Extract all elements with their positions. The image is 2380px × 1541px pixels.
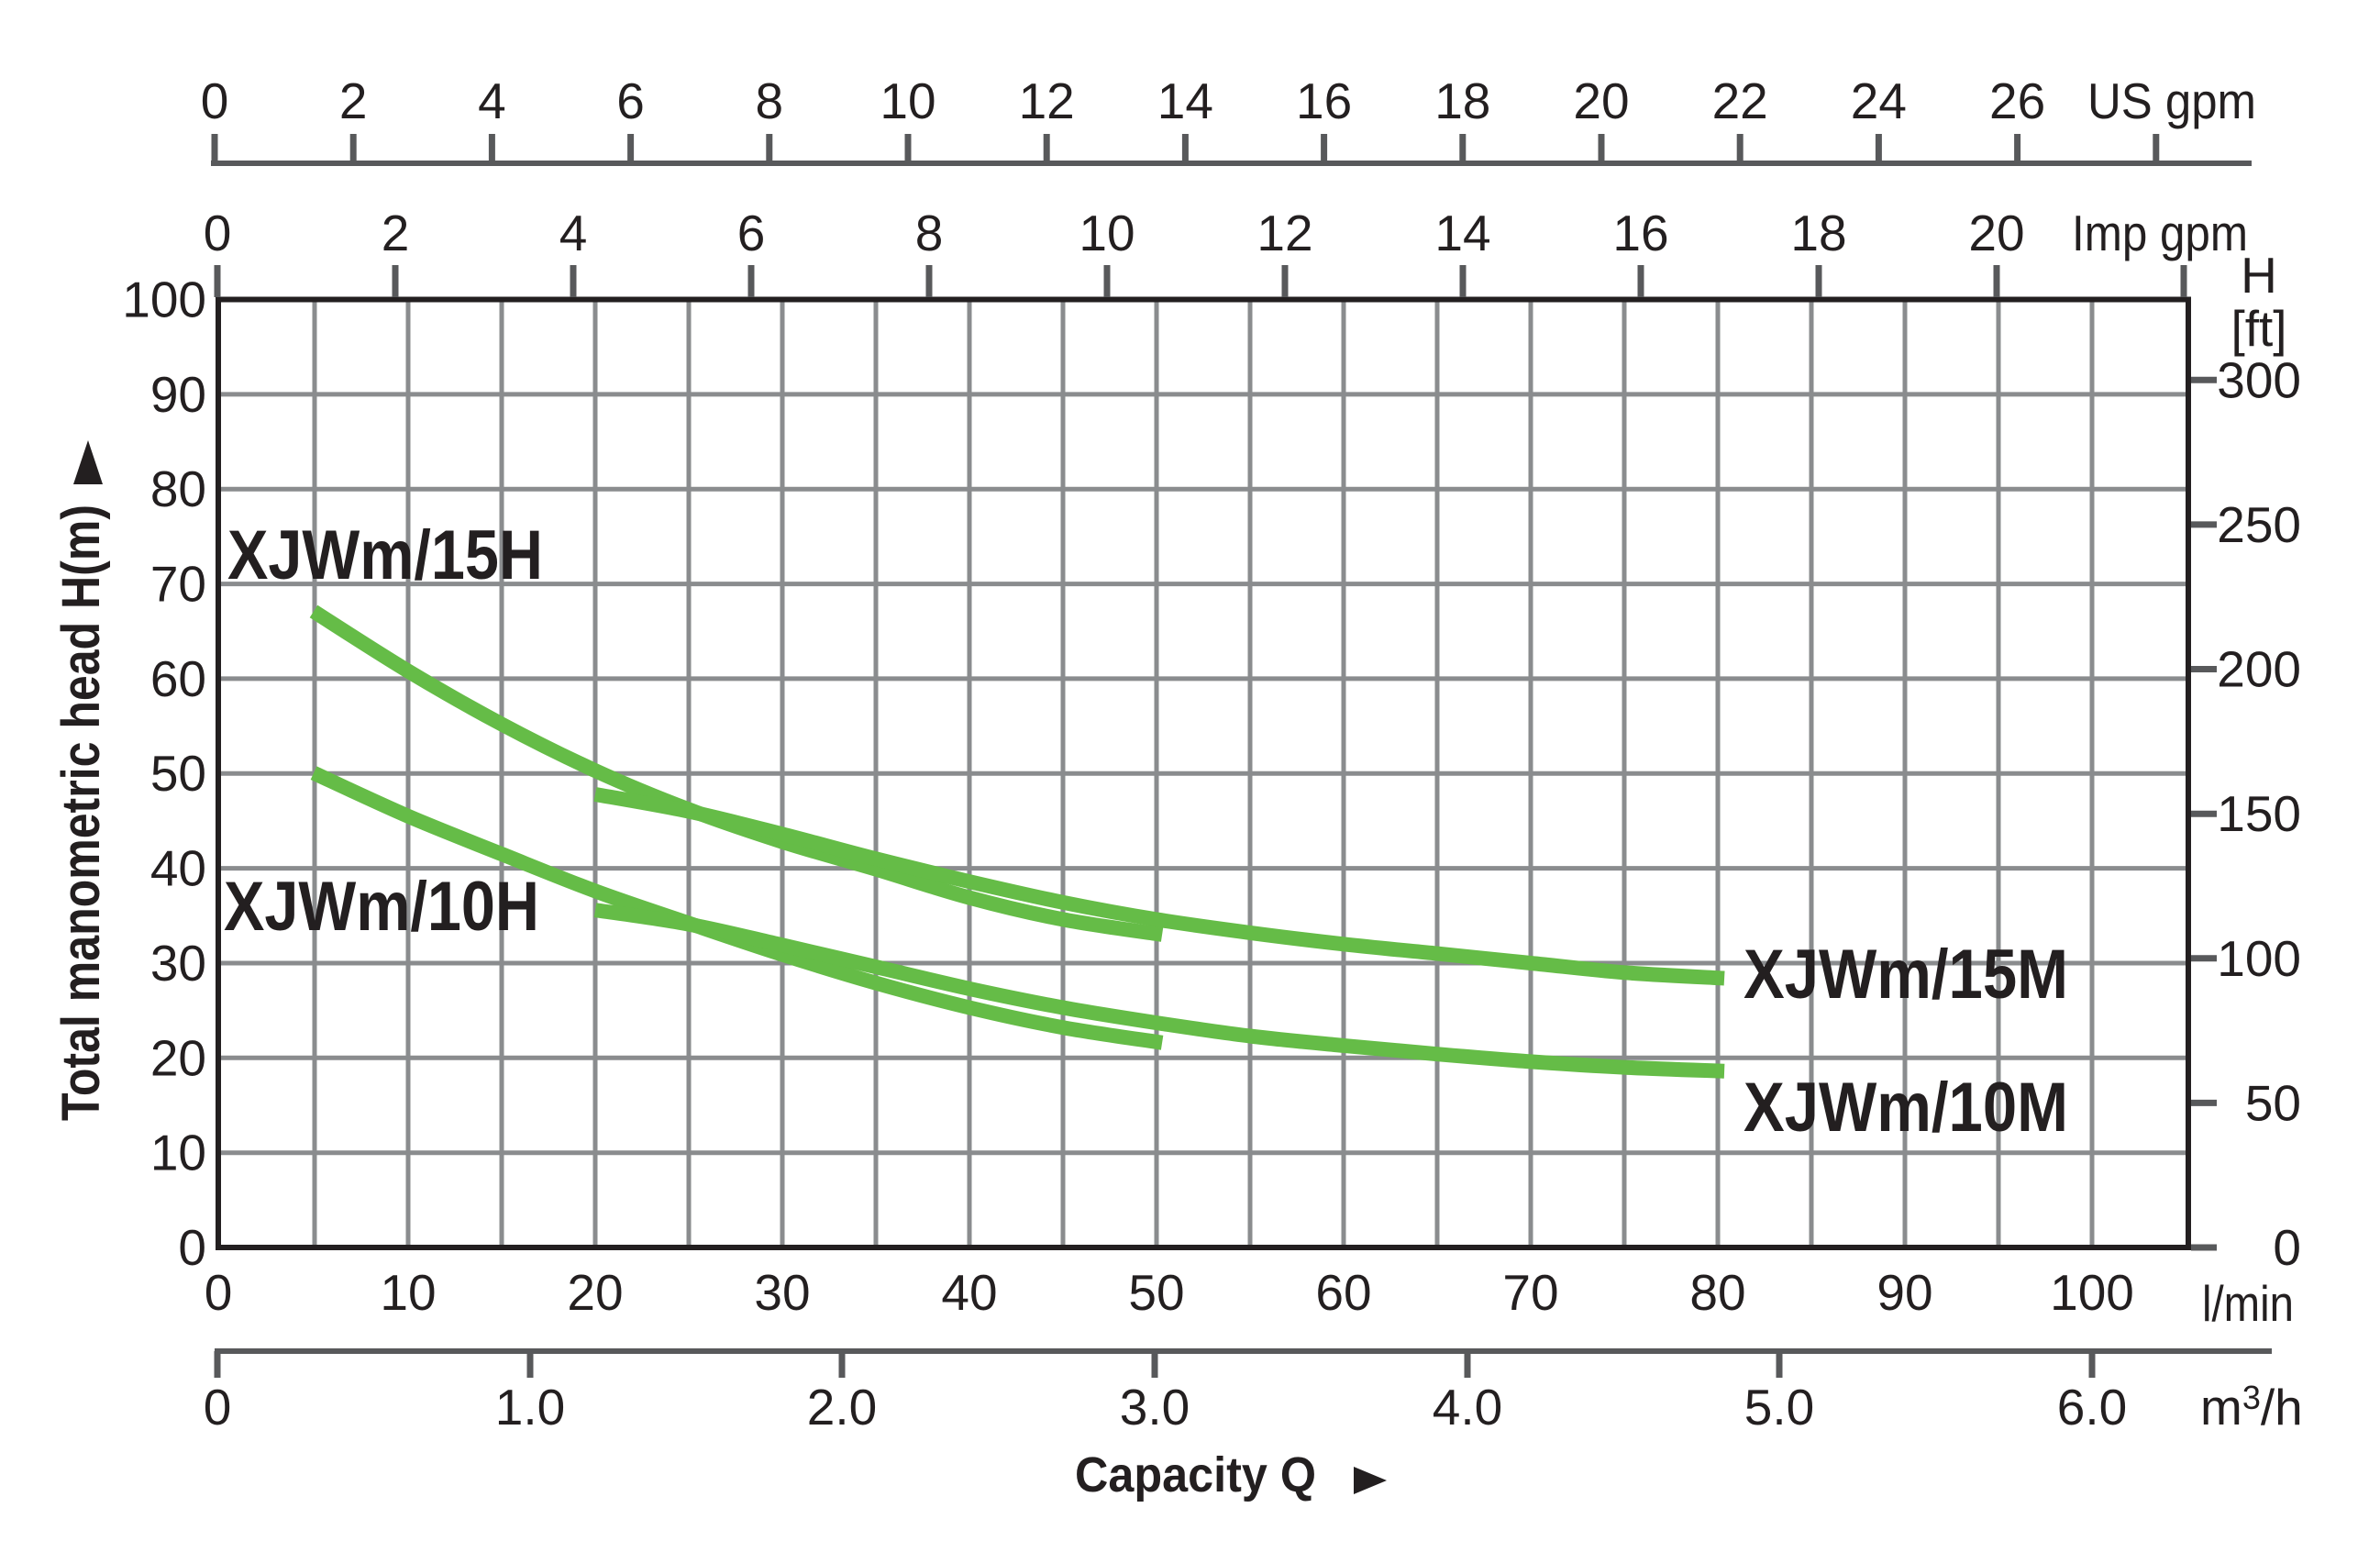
svg-text:Total manometric head H(m): Total manometric head H(m) — [51, 504, 111, 1121]
svg-text:18: 18 — [1790, 205, 1846, 261]
svg-text:70: 70 — [150, 556, 206, 613]
svg-text:50: 50 — [1128, 1264, 1184, 1321]
svg-text:2: 2 — [339, 72, 368, 129]
svg-text:10: 10 — [1079, 205, 1135, 261]
svg-text:60: 60 — [1315, 1264, 1371, 1321]
svg-text:20: 20 — [1573, 72, 1629, 129]
svg-text:100: 100 — [2050, 1264, 2134, 1321]
svg-text:5.0: 5.0 — [1744, 1379, 1814, 1436]
svg-text:20: 20 — [567, 1264, 623, 1321]
svg-text:0: 0 — [205, 1264, 233, 1321]
svg-text:6: 6 — [737, 205, 766, 261]
svg-text:US gpm: US gpm — [2087, 72, 2256, 129]
svg-text:16: 16 — [1296, 72, 1352, 129]
svg-text:20: 20 — [150, 1029, 206, 1086]
svg-text:12: 12 — [1019, 72, 1075, 129]
svg-text:80: 80 — [150, 460, 206, 517]
svg-text:Capacity Q: Capacity Q — [1075, 1447, 1316, 1502]
svg-text:10: 10 — [880, 72, 935, 129]
svg-text:12: 12 — [1256, 205, 1312, 261]
svg-text:90: 90 — [1876, 1264, 1932, 1321]
svg-text:50: 50 — [2245, 1074, 2301, 1131]
svg-text:0: 0 — [201, 72, 229, 129]
svg-text:4: 4 — [478, 72, 506, 129]
svg-text:XJWm/10H: XJWm/10H — [224, 868, 539, 946]
svg-text:XJWm/15M: XJWm/15M — [1743, 936, 2068, 1014]
svg-text:Imp gpm: Imp gpm — [2072, 205, 2248, 261]
svg-text:30: 30 — [754, 1264, 810, 1321]
svg-text:14: 14 — [1157, 72, 1213, 129]
svg-text:4: 4 — [559, 205, 588, 261]
svg-text:8: 8 — [915, 205, 944, 261]
svg-text:4.0: 4.0 — [1433, 1379, 1502, 1436]
svg-text:26: 26 — [1989, 72, 2045, 129]
svg-text:0: 0 — [204, 1379, 232, 1436]
svg-text:16: 16 — [1612, 205, 1668, 261]
svg-text:80: 80 — [1689, 1264, 1745, 1321]
svg-text:14: 14 — [1434, 205, 1490, 261]
svg-text:250: 250 — [2217, 496, 2301, 553]
svg-text:100: 100 — [2217, 930, 2301, 987]
svg-text:2.0: 2.0 — [807, 1379, 877, 1436]
svg-text:0: 0 — [204, 205, 232, 261]
svg-text:18: 18 — [1434, 72, 1490, 129]
svg-text:6.0: 6.0 — [2057, 1379, 2127, 1436]
svg-text:150: 150 — [2217, 785, 2301, 842]
svg-text:2: 2 — [382, 205, 410, 261]
svg-text:0: 0 — [2273, 1219, 2301, 1276]
svg-text:24: 24 — [1851, 72, 1907, 129]
svg-text:50: 50 — [150, 745, 206, 802]
svg-text:10: 10 — [380, 1264, 436, 1321]
svg-text:40: 40 — [150, 840, 206, 897]
svg-text:l/min: l/min — [2202, 1275, 2294, 1332]
svg-text:[ft]: [ft] — [2231, 300, 2286, 357]
svg-text:60: 60 — [150, 650, 206, 707]
svg-text:40: 40 — [941, 1264, 997, 1321]
svg-text:XJWm/10M: XJWm/10M — [1743, 1069, 2068, 1147]
svg-text:300: 300 — [2217, 351, 2301, 408]
svg-text:200: 200 — [2217, 641, 2301, 698]
svg-text:22: 22 — [1712, 72, 1768, 129]
svg-text:8: 8 — [756, 72, 784, 129]
svg-text:20: 20 — [1968, 205, 2024, 261]
svg-text:30: 30 — [150, 935, 206, 992]
svg-text:70: 70 — [1502, 1264, 1558, 1321]
svg-text:90: 90 — [150, 366, 206, 423]
svg-text:3.0: 3.0 — [1120, 1379, 1190, 1436]
svg-text:100: 100 — [122, 272, 206, 328]
svg-text:H: H — [2241, 247, 2277, 304]
svg-text:1.0: 1.0 — [495, 1379, 565, 1436]
svg-text:10: 10 — [150, 1125, 206, 1181]
svg-text:6: 6 — [616, 72, 645, 129]
svg-text:XJWm/15H: XJWm/15H — [227, 516, 543, 594]
svg-text:0: 0 — [178, 1219, 206, 1276]
